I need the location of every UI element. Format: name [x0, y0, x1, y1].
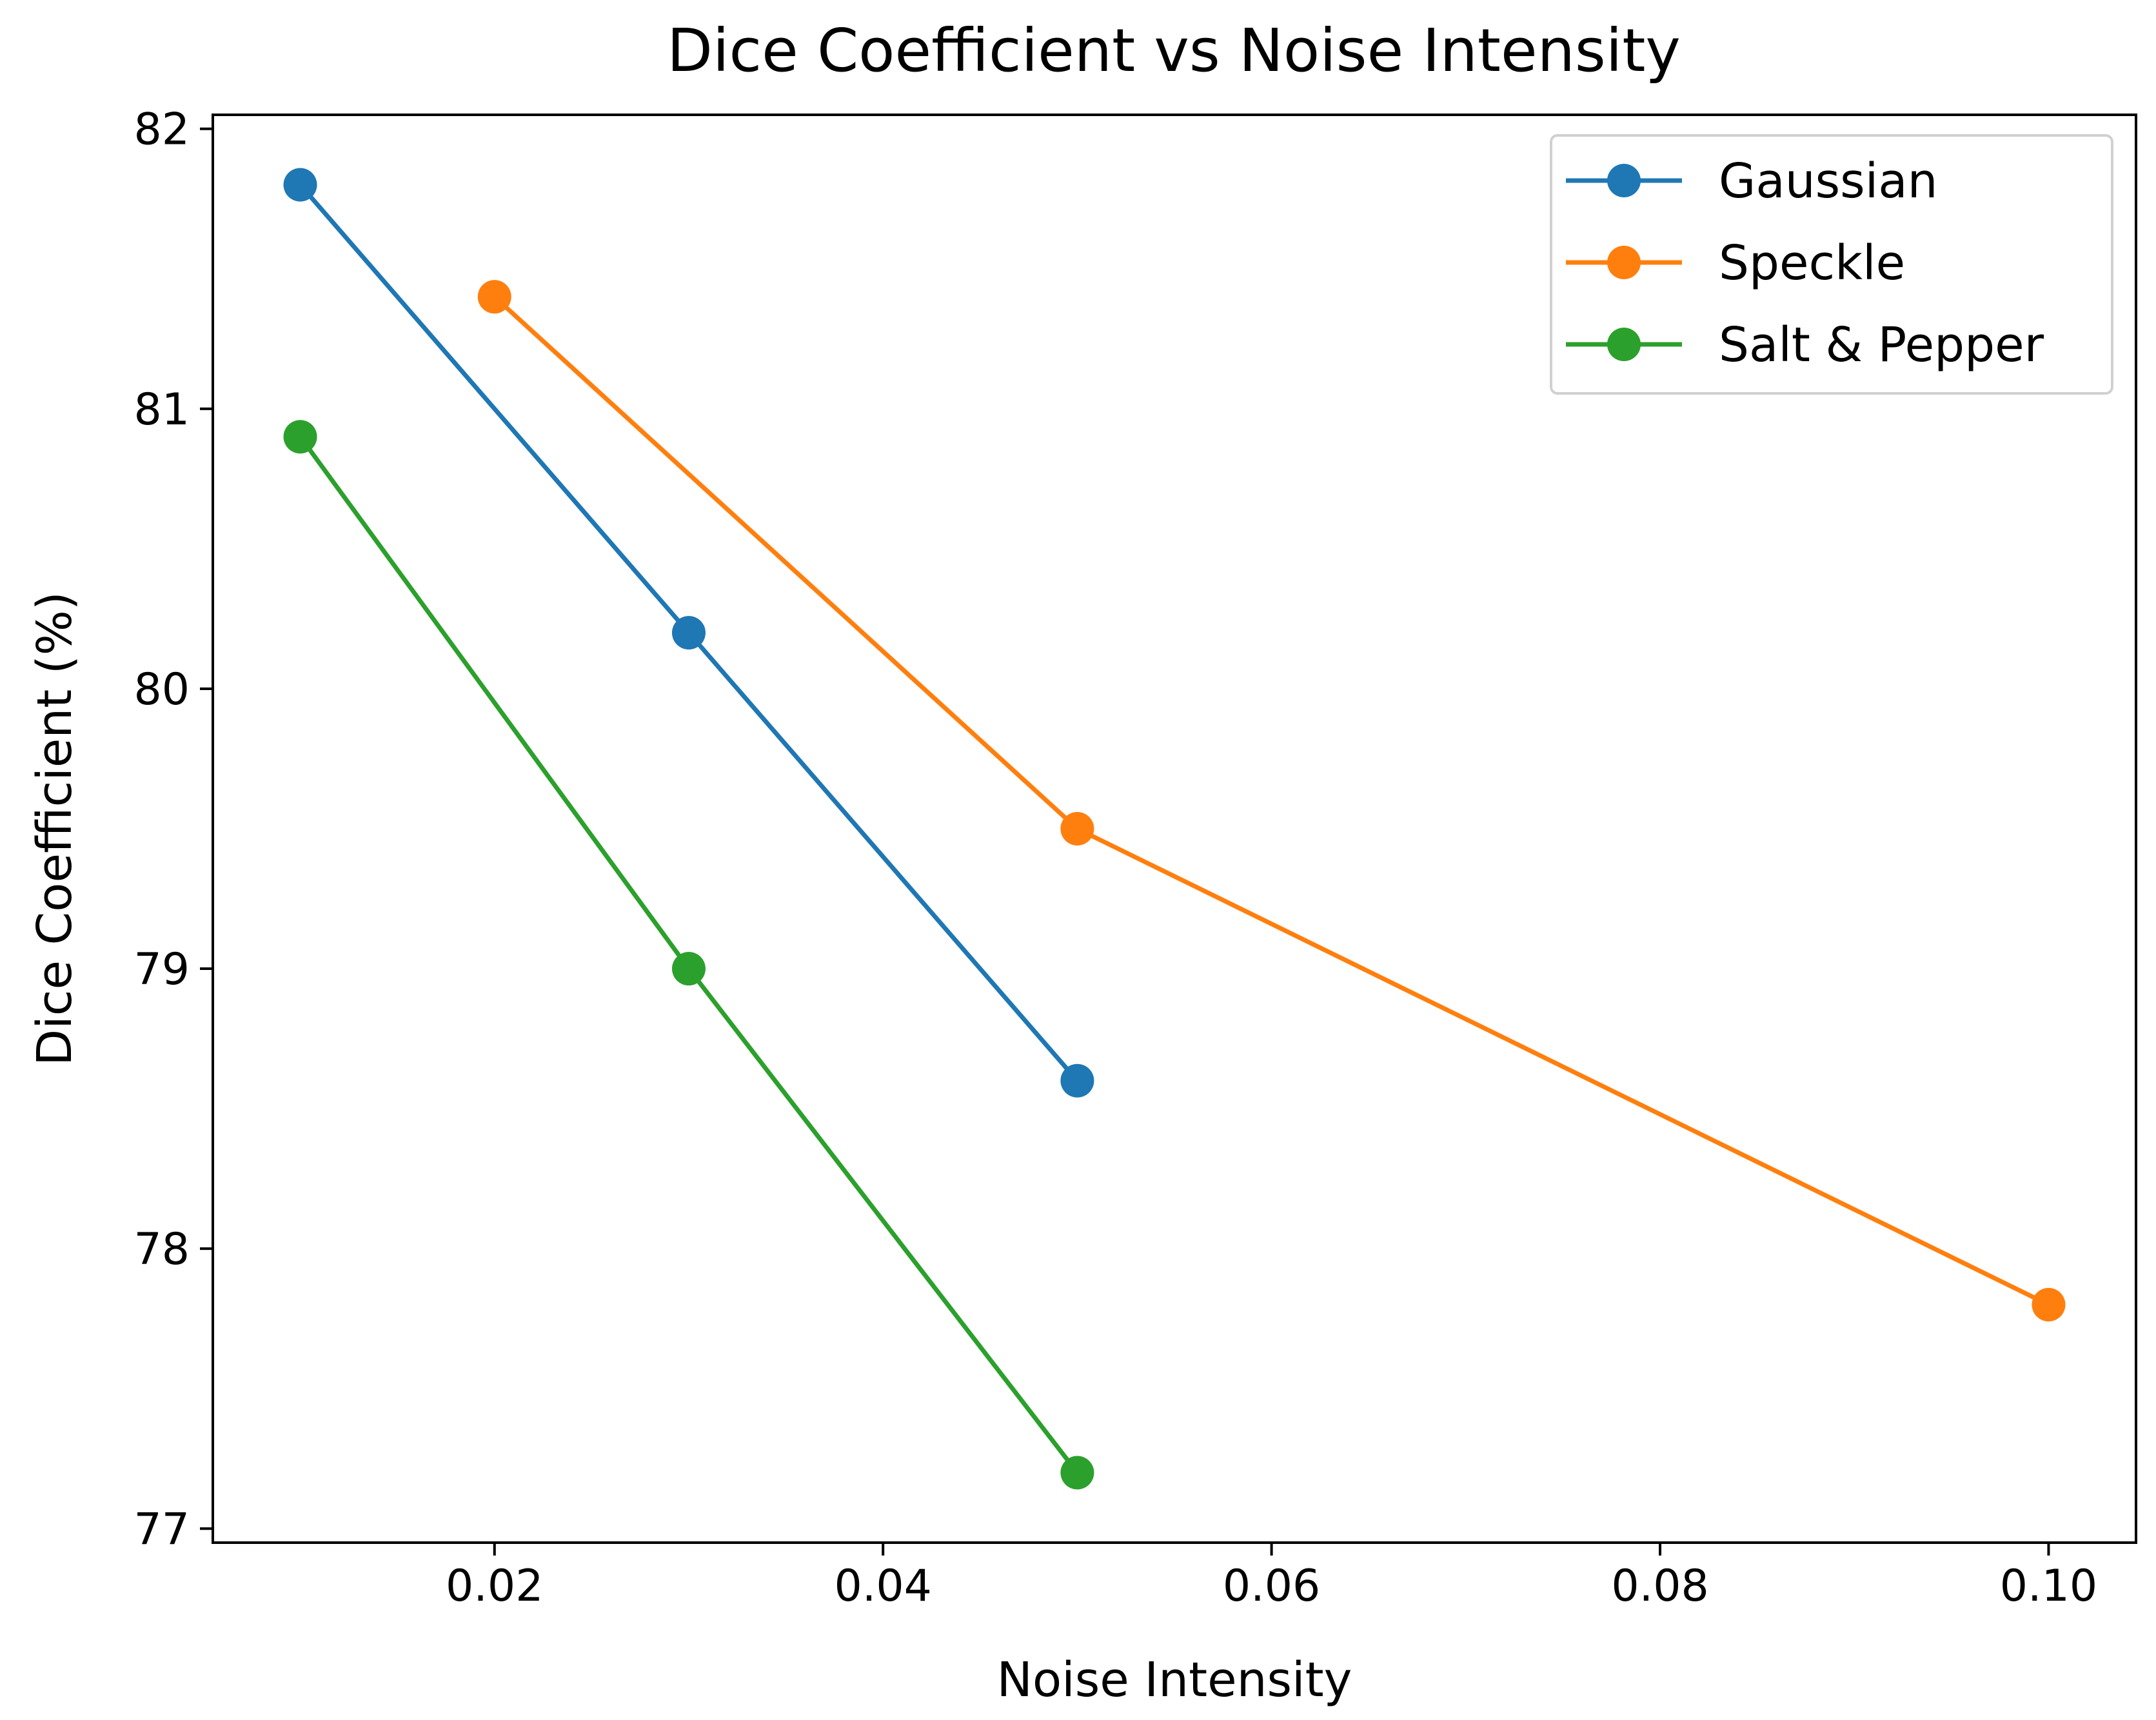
- data-point-speckle: [1060, 812, 1094, 845]
- legend-label: Gaussian: [1719, 153, 1938, 209]
- plot-area: [283, 168, 2066, 1490]
- y-tick-label: 78: [134, 1224, 190, 1275]
- y-tick-label: 77: [134, 1504, 190, 1555]
- series-line-speckle: [493, 295, 2050, 1307]
- legend-marker: [1607, 246, 1641, 279]
- x-tick-label: 0.02: [446, 1561, 543, 1612]
- data-point-salt-pepper: [1060, 1456, 1094, 1490]
- x-tick-label: 0.04: [834, 1561, 931, 1612]
- legend: Gaussian Speckle Salt & Pepper: [1550, 134, 2113, 395]
- x-tick-label: 0.10: [2000, 1561, 2097, 1612]
- x-tick-label: 0.08: [1611, 1561, 1708, 1612]
- data-point-gaussian: [283, 168, 317, 202]
- x-tick-label: 0.06: [1223, 1561, 1320, 1612]
- legend-label: Salt & Pepper: [1719, 317, 2044, 373]
- y-axis: 77 78 79 80 81 82: [134, 104, 213, 1555]
- legend-label: Speckle: [1719, 235, 1905, 291]
- data-point-speckle: [477, 280, 511, 314]
- legend-marker: [1607, 164, 1641, 197]
- data-point-gaussian: [671, 616, 706, 650]
- legend-box: [1550, 134, 2113, 395]
- legend-marker: [1607, 328, 1641, 361]
- data-point-gaussian: [1060, 1063, 1094, 1098]
- x-axis: 0.02 0.04 0.06 0.08 0.10: [446, 1543, 2097, 1612]
- y-tick-label: 79: [134, 944, 190, 995]
- y-tick-label: 82: [134, 104, 190, 155]
- x-axis-label: Noise Intensity: [997, 1652, 1352, 1708]
- axes-frame: [212, 114, 2137, 1544]
- y-tick-label: 81: [134, 384, 190, 435]
- chart-title: Dice Coefficient vs Noise Intensity: [667, 16, 1681, 85]
- data-point-speckle: [2032, 1288, 2066, 1321]
- data-point-salt-pepper: [283, 420, 317, 454]
- y-tick-label: 80: [134, 664, 190, 715]
- y-axis-label: Dice Coefficient (%): [27, 591, 83, 1066]
- data-point-salt-pepper: [671, 952, 706, 986]
